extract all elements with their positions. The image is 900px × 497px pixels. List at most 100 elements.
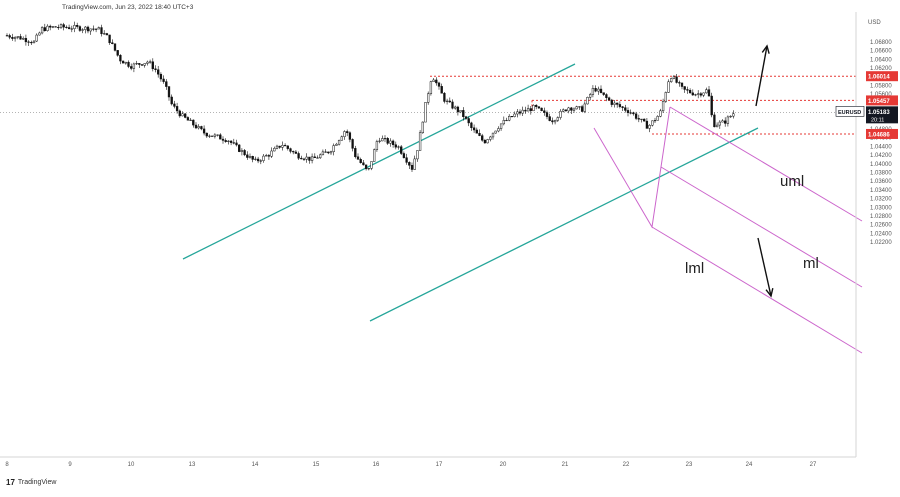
price-tick-label: 1.02400	[870, 231, 892, 237]
price-axis-currency: USD	[868, 20, 881, 26]
candle-body	[543, 110, 546, 113]
candle-body	[335, 143, 338, 146]
price-tick-label: 1.04200	[870, 153, 892, 159]
candle-body	[397, 146, 400, 148]
tradingview-logo-icon: 17	[6, 478, 15, 487]
candle-body	[586, 97, 589, 105]
candle-body	[556, 117, 559, 121]
tradingview-brand[interactable]: 17 TradingView	[6, 478, 56, 487]
candle-body	[19, 36, 22, 40]
candle-body	[427, 93, 430, 103]
candle-body	[529, 108, 532, 112]
candle-body	[59, 24, 63, 28]
pitchfork-median-line	[660, 166, 863, 288]
candle-body	[92, 28, 95, 30]
candle-body	[240, 150, 244, 152]
candle-body	[651, 120, 654, 126]
candle-body	[570, 107, 573, 111]
candle-body	[616, 102, 619, 105]
candle-body	[300, 157, 303, 160]
candle-body	[73, 25, 76, 30]
candle-body	[254, 158, 257, 160]
candle-body	[297, 153, 300, 159]
candle-body	[383, 138, 387, 140]
candle-body	[327, 151, 330, 154]
candle-body	[370, 161, 373, 169]
current-price-badge	[866, 106, 898, 124]
candle-body	[621, 106, 624, 108]
candle-body	[421, 121, 424, 133]
candle-body	[686, 89, 689, 91]
candle-body	[618, 104, 622, 107]
candle-body	[22, 38, 25, 40]
candle-body	[51, 26, 55, 28]
candle-body	[645, 120, 649, 129]
candle-body	[189, 119, 192, 121]
candle-body	[81, 29, 84, 31]
candle-body	[324, 151, 327, 153]
candle-body	[445, 100, 449, 102]
candle-body	[270, 150, 273, 157]
candle-body	[721, 120, 724, 123]
price-tick-label: 1.04000	[870, 162, 892, 168]
price-level-badge	[866, 95, 898, 106]
candle-body	[491, 132, 495, 138]
price-axis: USD1.068001.066001.064001.062001.060001.…	[835, 12, 898, 457]
candle-body	[410, 165, 414, 170]
candle-body	[310, 156, 314, 161]
candle-body	[572, 108, 576, 111]
candle-body	[256, 158, 260, 162]
candle-body	[710, 95, 713, 116]
candle-body	[640, 118, 643, 120]
candle-body	[70, 28, 73, 30]
candle-body	[157, 69, 160, 75]
time-tick-label: 21	[562, 462, 569, 468]
time-tick-label: 23	[686, 462, 693, 468]
candle-body	[429, 81, 433, 95]
bar-countdown-label: 20:11	[871, 117, 884, 123]
candle-body	[170, 96, 173, 105]
candle-body	[643, 118, 646, 122]
price-tick-label: 1.02600	[870, 223, 892, 229]
candle-body	[659, 110, 662, 117]
candle-body	[583, 103, 586, 112]
candle-body	[535, 104, 538, 107]
candle-body	[235, 142, 238, 146]
price-tick-label: 1.03000	[870, 205, 892, 211]
candle-body	[332, 145, 335, 152]
time-tick-label: 22	[623, 462, 630, 468]
candle-body	[308, 156, 311, 161]
candle-body	[5, 35, 9, 37]
candle-body	[705, 89, 708, 94]
candle-body	[462, 110, 465, 117]
candle-body	[545, 112, 549, 117]
candle-body	[502, 120, 505, 125]
price-tick-label: 1.06200	[870, 66, 892, 72]
candle-body	[229, 140, 233, 143]
price-tick-label: 1.03200	[870, 197, 892, 203]
time-tick-label: 16	[373, 462, 380, 468]
candle-body	[221, 138, 225, 141]
candle-body	[408, 162, 411, 166]
candle-body	[148, 61, 152, 63]
candle-body	[661, 101, 665, 112]
candle-body	[670, 78, 673, 83]
candle-body	[610, 99, 613, 105]
price-tick-label: 1.03600	[870, 179, 892, 185]
candle-body	[632, 112, 635, 115]
candle-body	[194, 124, 198, 129]
candle-body	[443, 92, 446, 102]
candle-body	[175, 106, 179, 112]
candle-body	[13, 37, 17, 39]
candle-body	[227, 140, 230, 142]
candle-body	[702, 92, 705, 96]
time-tick-label: 9	[68, 462, 72, 468]
candle-body	[273, 148, 276, 152]
candle-body	[497, 128, 500, 132]
candle-body	[216, 134, 219, 136]
candle-body	[664, 92, 667, 102]
candle-body	[362, 162, 365, 166]
candle-body	[564, 109, 568, 112]
